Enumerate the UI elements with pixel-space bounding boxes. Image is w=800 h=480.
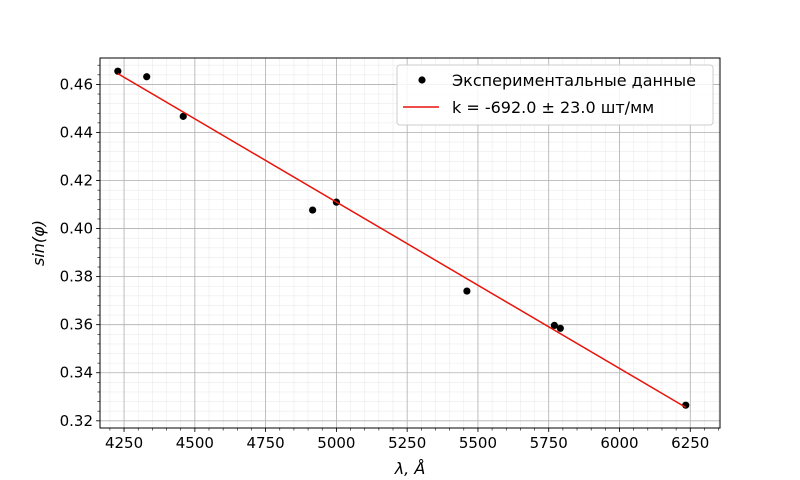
x-axis-label: λ, Å bbox=[394, 459, 426, 478]
fit-line bbox=[117, 72, 687, 408]
x-tick-label: 5000 bbox=[317, 434, 355, 452]
x-tick-label: 4250 bbox=[105, 434, 143, 452]
series-layer bbox=[114, 67, 690, 409]
data-point bbox=[556, 324, 564, 332]
x-tick-label: 5500 bbox=[459, 434, 497, 452]
y-tick-label: 0.40 bbox=[60, 220, 93, 238]
x-tick-label: 4750 bbox=[247, 434, 285, 452]
y-axis-label: sin(φ) bbox=[29, 220, 48, 266]
data-point bbox=[114, 67, 122, 75]
legend-label-line: k = -692.0 ± 23.0 шт/мм bbox=[452, 98, 654, 117]
x-tick-label: 6250 bbox=[671, 434, 709, 452]
legend: Экспериментальные данные k = -692.0 ± 23… bbox=[396, 64, 714, 126]
y-tick-label: 0.46 bbox=[60, 75, 93, 93]
x-tick-label: 5250 bbox=[388, 434, 426, 452]
legend-label-scatter: Экспериментальные данные bbox=[452, 71, 696, 90]
data-point bbox=[179, 112, 187, 120]
plot-frame bbox=[99, 57, 721, 429]
data-point bbox=[309, 206, 317, 214]
y-tick-label: 0.36 bbox=[60, 316, 93, 334]
major-grid bbox=[100, 58, 720, 428]
y-tick-label: 0.38 bbox=[60, 268, 93, 286]
axis-ticks: 4250 4500 4750 5000 5250 5500 5750 6000 6250 0.32… bbox=[60, 64, 719, 452]
x-tick-label: 4500 bbox=[176, 434, 214, 452]
x-tick-label: 6000 bbox=[600, 434, 638, 452]
y-tick-label: 0.32 bbox=[60, 412, 93, 430]
data-point bbox=[463, 287, 471, 295]
y-tick-label: 0.34 bbox=[60, 364, 93, 382]
data-point bbox=[550, 321, 558, 330]
legend-box bbox=[396, 64, 714, 126]
legend-marker-scatter bbox=[418, 76, 426, 84]
data-point bbox=[143, 73, 151, 81]
y-tick-label: 0.42 bbox=[60, 172, 93, 190]
y-tick-label: 0.44 bbox=[60, 123, 93, 141]
x-tick-label: 5750 bbox=[530, 434, 568, 452]
